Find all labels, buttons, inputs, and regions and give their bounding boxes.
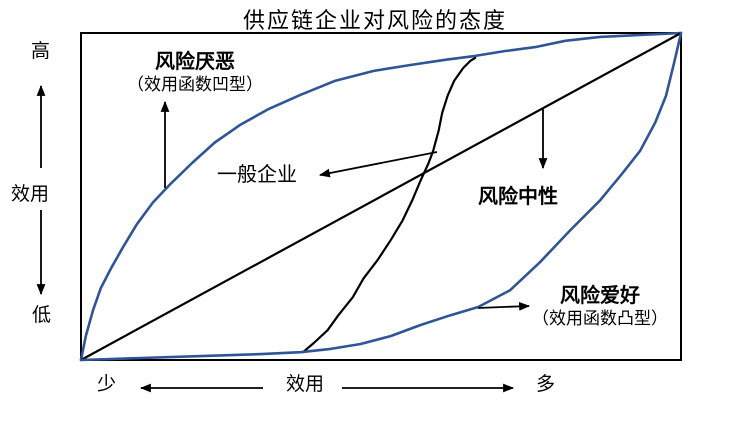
y-axis-title: 效用 — [11, 184, 50, 205]
chart-title: 供应链企业对风险的态度 — [242, 8, 507, 33]
y-axis-low-label: 低 — [32, 305, 52, 326]
risk-loving-arrow-icon — [477, 301, 531, 311]
risk-averse-annotation: 风险厌恶 （效用函数凹型） — [115, 50, 275, 96]
y-axis-high-label: 高 — [31, 41, 51, 62]
general-enterprise-curve — [301, 56, 477, 354]
risk-averse-sublabel: （效用函数凹型） — [127, 75, 263, 94]
x-axis-few-label: 少 — [97, 374, 117, 395]
general-enterprise-arrow-icon — [318, 151, 438, 178]
plot-frame — [80, 32, 682, 361]
risk-neutral-label: 风险中性 — [478, 186, 558, 208]
x-axis-many-label: 多 — [536, 374, 556, 395]
risk-loving-curve — [79, 31, 683, 362]
risk-averse-curve — [79, 31, 683, 362]
risk-neutral-line — [79, 31, 683, 362]
curves-group — [79, 31, 683, 362]
risk-loving-sublabel: （效用函数凸型） — [532, 309, 668, 328]
x-axis-title: 效用 — [286, 374, 325, 395]
risk-loving-annotation: 风险爱好 （效用函数凸型） — [520, 284, 680, 330]
risk-loving-label: 风险爱好 — [560, 285, 640, 307]
general-enterprise-label: 一般企业 — [217, 164, 297, 186]
risk-averse-label: 风险厌恶 — [155, 51, 235, 73]
